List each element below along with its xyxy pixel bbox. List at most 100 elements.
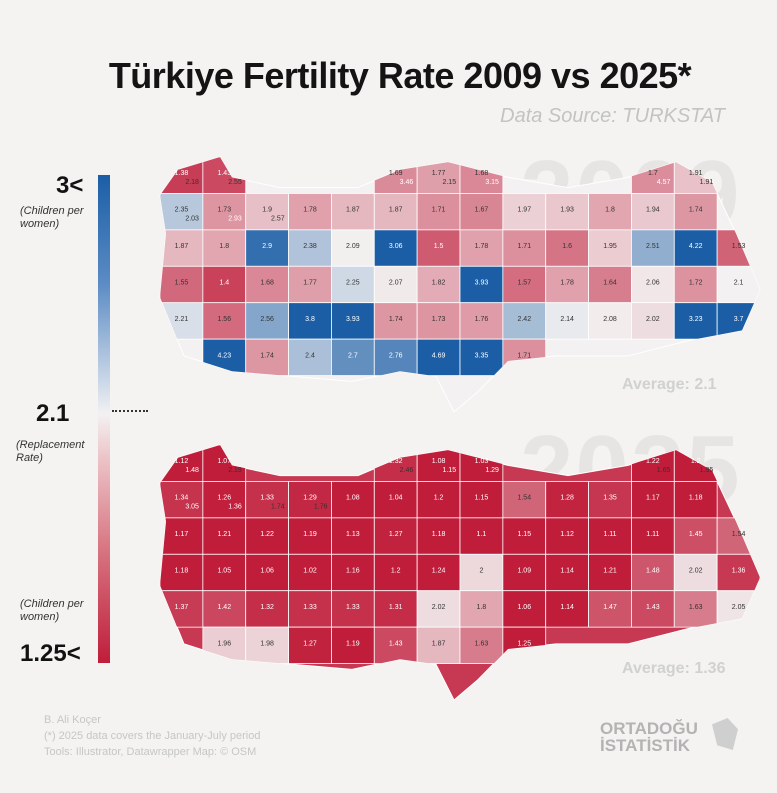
province-value-label: 1.56 [217,316,231,323]
province-value-label: 2.51 [646,243,660,250]
province-value-label: 1.21 [603,568,617,575]
province-value-label: 1.17 [646,495,660,502]
province-value-label: 1.6 [562,243,572,250]
province-value-label: 1.65 [657,467,671,474]
province-region [331,193,375,231]
province-value-label: 1.68 [475,170,489,177]
province-value-label: 1.25 [517,640,531,647]
legend-top-unit: (Children per women) [20,205,84,230]
province-value-label: 1.19 [303,531,317,538]
province-value-label: 1.94 [646,207,660,214]
brand-line-1: ORTADOĞU [600,719,698,738]
province-value-label: 1.18 [689,495,703,502]
legend-bottom-value: 1.25< [20,640,81,667]
province-value-label: 1.2 [691,458,701,465]
province-region [416,338,461,376]
province-value-label: 1.42 [217,604,231,611]
province-value-label: 1.72 [689,280,703,287]
province-value-label: 1.34 [175,495,189,502]
province-value-label: 2.18 [185,179,199,186]
province-value-label: 1.69 [389,170,403,177]
province-value-label: 1.12 [560,531,574,538]
province-value-label: 1.76 [475,316,489,323]
province-value-label: 1.74 [260,352,274,359]
province-region [502,553,547,592]
data-source: Data Source: TURKSTAT [500,105,725,127]
province-value-label: 1.8 [477,604,487,611]
province-value-label: 2.21 [175,316,189,323]
province-value-label: 2.08 [603,316,617,323]
legend-mid-marker [112,410,148,412]
province-value-label: 2.56 [260,316,274,323]
province-value-label: 1.36 [228,504,242,511]
province-region [459,590,504,628]
province-region [502,302,547,340]
province-value-label: 1.47 [603,604,617,611]
province-region [202,481,247,519]
province-value-label: 2.57 [271,216,285,223]
province-region [545,517,589,555]
province-value-label: 2.19 [228,467,242,474]
province-region [245,265,289,304]
province-value-label: 1.43 [646,604,660,611]
province-region [202,553,247,592]
province-region [416,265,461,304]
province-region [373,338,418,376]
province-region [502,229,547,267]
province-region [588,302,632,340]
province-value-label: 1.14 [560,604,574,611]
province-value-label: 3.23 [689,316,703,323]
legend-mid-value: 2.1 [36,400,70,427]
province-value-label: 1.67 [475,207,489,214]
province-region [545,481,589,519]
province-value-label: 1.33 [260,495,274,502]
province-value-label: 1.98 [260,640,274,647]
province-value-label: 1.48 [185,467,199,474]
province-value-label: 3.05 [185,504,199,511]
province-value-label: 1.78 [475,243,489,250]
province-value-label: 1.1 [477,531,487,538]
province-region [288,517,332,555]
province-region [373,302,418,340]
province-region [631,590,675,628]
province-value-label: 2.4 [305,352,315,359]
province-value-label: 1.96 [217,640,231,647]
map-2025-average: Average: 1.36 [622,660,726,677]
province-value-label: 1.11 [646,531,659,538]
province-value-label: 1.76 [314,504,328,511]
province-value-label: 2.7 [348,352,358,359]
province-value-label: 1.32 [389,458,403,465]
province-region [502,193,547,231]
province-value-label: 1.68 [260,280,274,287]
footer-author: B. Ali Koçer [44,714,101,726]
province-region [673,517,718,555]
province-value-label: 1.18 [175,568,189,575]
province-value-label: 1.27 [389,531,403,538]
province-value-label: 1.14 [560,568,574,575]
province-value-label: 1.05 [217,568,231,575]
brand-line-2: İSTATİSTİK [600,736,691,755]
province-value-label: 1.15 [517,531,531,538]
province-value-label: 1.28 [560,495,574,502]
province-value-label: 1.07 [217,458,231,465]
province-region [631,302,675,340]
province-value-label: 1.93 [560,207,574,214]
province-value-label: 1.04 [389,495,403,502]
province-region [673,481,718,519]
province-value-label: 1.87 [175,243,189,250]
province-region [288,338,332,376]
province-region [502,590,547,628]
province-value-label: 2.76 [389,352,403,359]
province-value-label: 1.06 [260,568,274,575]
province-region [631,265,675,304]
province-region [373,517,418,555]
province-value-label: 3.93 [346,316,360,323]
province-region [459,517,504,555]
province-value-label: 1.55 [175,280,189,287]
province-value-label: 1.57 [517,280,531,287]
footer-note: (*) 2025 data covers the January-July pe… [44,730,261,742]
province-region [288,590,332,628]
province-region [245,193,289,231]
province-region [416,229,461,267]
legend-mid-unit: (Replacement Rate) [16,439,85,464]
